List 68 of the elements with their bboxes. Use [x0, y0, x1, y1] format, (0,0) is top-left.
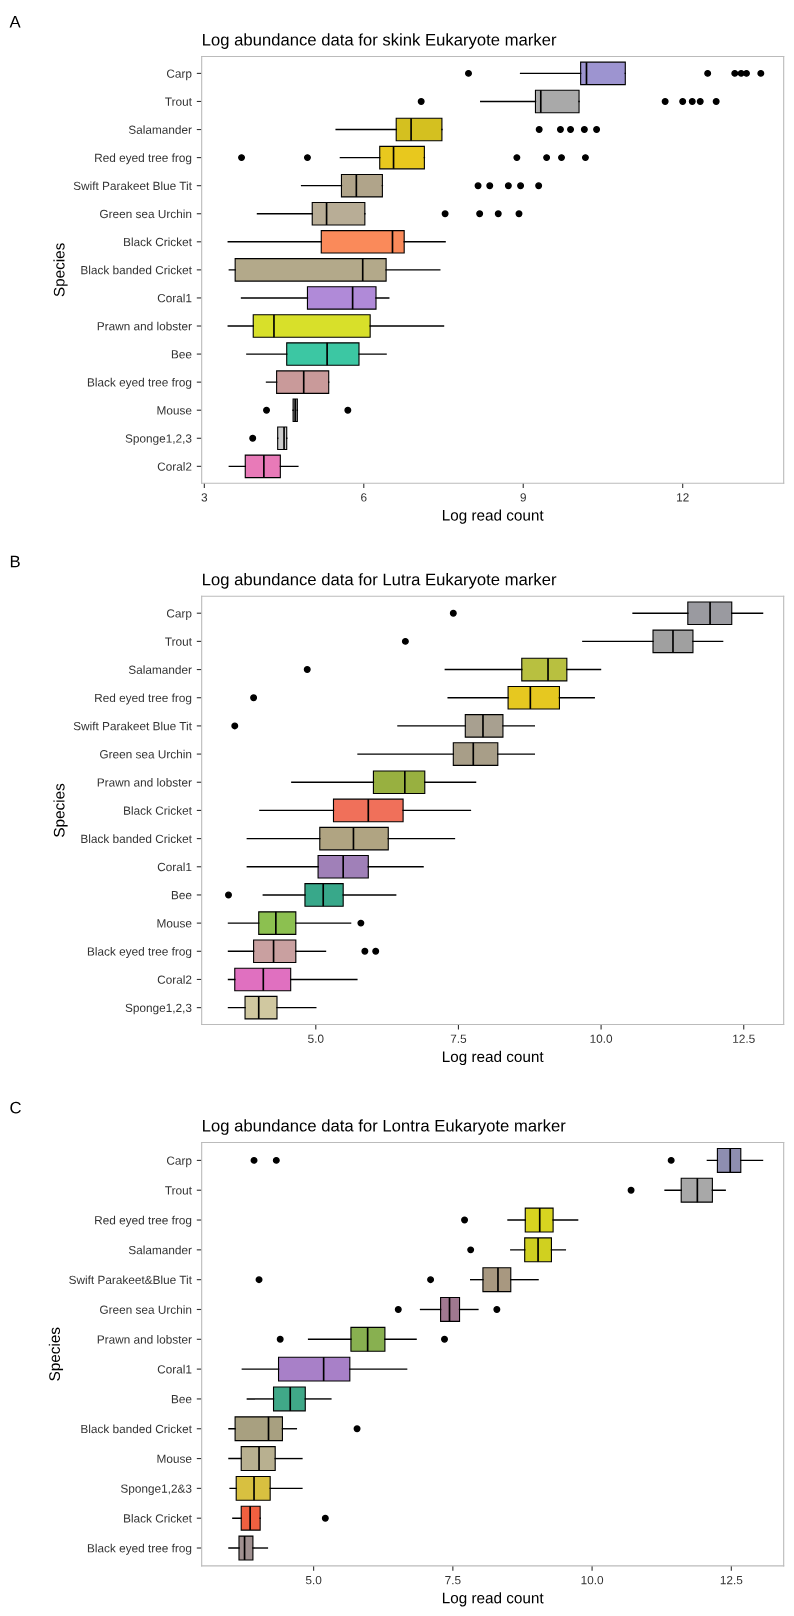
y-tick-label: Black eyed tree frog	[87, 377, 192, 389]
x-tick-label: 6	[361, 493, 367, 502]
y-tick-label: Trout	[165, 97, 192, 106]
y-tick-label: Coral2	[157, 975, 192, 984]
y-tick-label: Bee	[171, 350, 192, 359]
y-tick-label: Red eyed tree frog	[95, 1215, 192, 1227]
x-tick-label: 3	[201, 493, 208, 502]
y-tick-label: Red eyed tree frog	[95, 693, 192, 705]
y-tick-label: Prawn and lobster	[97, 321, 192, 331]
y-tick-label: Green sea Urchin	[100, 209, 192, 219]
x-axis-title: Log read count	[442, 1050, 544, 1066]
x-tick-label: 9	[520, 493, 526, 502]
y-tick-label: Sponge1,2&3	[120, 1484, 192, 1496]
y-tick-label: Black Cricket	[124, 806, 192, 815]
y-tick-label: Black eyed tree frog	[87, 947, 192, 959]
chart-title: Log abundance data for Lutra Eukaryote marker	[203, 573, 557, 589]
y-tick-label: Swift Parakeet&Blue Tit	[69, 1275, 192, 1285]
chart-title: Log abundance data for Lontra Eukaryote marker	[203, 1119, 566, 1135]
y-tick-label: Coral1	[157, 862, 192, 872]
y-axis-title: Species	[53, 783, 68, 837]
y-tick-label: Salamander	[128, 125, 192, 134]
y-tick-label: Trout	[165, 1186, 192, 1195]
y-tick-label: Prawn and lobster	[97, 1335, 192, 1344]
y-tick-label: Black Cricket	[124, 237, 192, 247]
y-tick-label: Coral2	[157, 462, 192, 471]
y-tick-label: Mouse	[157, 1454, 192, 1463]
y-tick-label: Green sea Urchin	[100, 749, 192, 759]
y-tick-label: Coral1	[157, 1364, 192, 1374]
y-tick-label: Black banded Cricket	[81, 265, 192, 275]
y-tick-label: Carp	[166, 69, 192, 81]
y-tick-label: Bee	[171, 1395, 192, 1404]
chart-title: Log abundance data for skink Eukaryote marker	[203, 33, 557, 49]
x-tick-label: 7.5	[450, 1034, 467, 1043]
text: A	[9, 16, 21, 28]
x-axis-title: Log read count	[442, 509, 544, 524]
y-tick-label: Sponge1,2,3	[125, 1003, 192, 1015]
y-tick-label: Mouse	[157, 919, 192, 928]
y-tick-label: Salamander	[128, 665, 192, 674]
y-axis-title: Species	[53, 243, 68, 297]
y-tick-label: Swift Parakeet Blue Tit	[73, 721, 192, 731]
x-tick-label: 5.0	[305, 1575, 322, 1585]
y-tick-label: Coral1	[157, 293, 192, 303]
x-tick-label: 12	[677, 493, 689, 502]
x-tick-label: 5.0	[308, 1034, 324, 1043]
x-axis-title: Log read count	[442, 1592, 544, 1607]
y-tick-label: Black banded Cricket	[81, 834, 192, 843]
x-tick-label: 12.5	[733, 1034, 755, 1043]
text: C	[10, 1101, 21, 1114]
y-tick-label: Bee	[171, 891, 192, 900]
y-tick-label: Green sea Urchin	[100, 1305, 192, 1314]
y-tick-label: Mouse	[157, 406, 192, 415]
y-tick-label: Salamander	[128, 1245, 192, 1255]
text: B	[10, 555, 20, 568]
y-tick-label: Trout	[165, 637, 192, 646]
x-tick-label: 10.0	[590, 1034, 613, 1043]
x-tick-label: 12.5	[720, 1575, 743, 1585]
y-tick-label: Red eyed tree frog	[95, 153, 192, 165]
y-axis-title: Species	[48, 1327, 64, 1381]
y-tick-label: Black banded Cricket	[81, 1424, 192, 1434]
y-tick-label: Swift Parakeet Blue Tit	[73, 181, 192, 191]
y-tick-label: Black eyed tree frog	[87, 1543, 192, 1555]
y-tick-label: Black Cricket	[124, 1513, 192, 1523]
y-tick-label: Sponge1,2,3	[125, 434, 192, 445]
x-tick-label: 7.5	[445, 1576, 461, 1585]
y-tick-label: Prawn and lobster	[97, 777, 192, 787]
y-tick-label: Carp	[166, 1156, 192, 1168]
x-tick-label: 10.0	[581, 1575, 604, 1585]
y-tick-label: Carp	[166, 609, 192, 620]
